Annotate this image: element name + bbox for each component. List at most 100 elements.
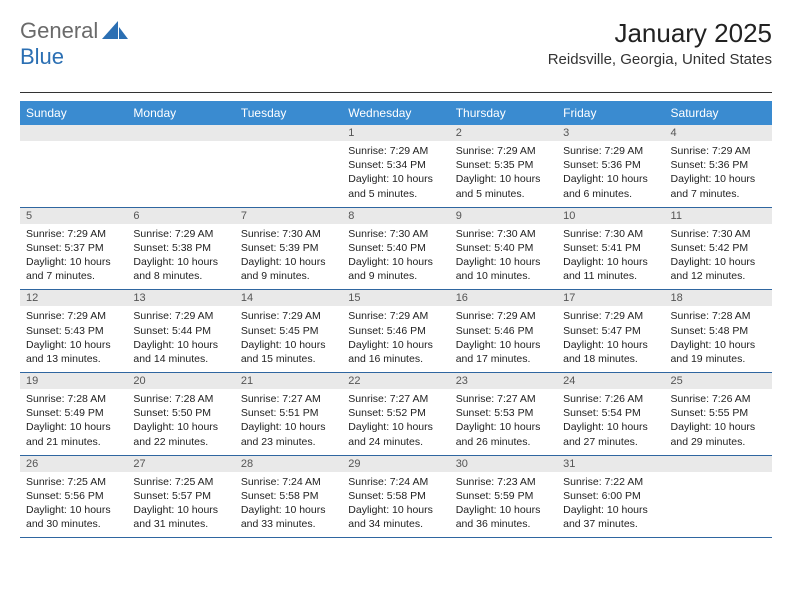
sunrise-text: Sunrise: 7:29 AM xyxy=(456,309,551,323)
day-info-cell: Sunrise: 7:29 AMSunset: 5:35 PMDaylight:… xyxy=(450,141,557,207)
sunrise-text: Sunrise: 7:28 AM xyxy=(671,309,766,323)
sunset-text: Sunset: 5:36 PM xyxy=(671,158,766,172)
sunset-text: Sunset: 5:45 PM xyxy=(241,324,336,338)
sunrise-text: Sunrise: 7:27 AM xyxy=(348,392,443,406)
weekday-row: SundayMondayTuesdayWednesdayThursdayFrid… xyxy=(20,101,772,125)
day-number-cell: 13 xyxy=(127,290,234,307)
info-row: Sunrise: 7:29 AMSunset: 5:34 PMDaylight:… xyxy=(20,141,772,207)
day-number-cell: 11 xyxy=(665,207,772,224)
sunset-text: Sunset: 5:49 PM xyxy=(26,406,121,420)
daylight-text-2: and 19 minutes. xyxy=(671,352,766,366)
daylight-text-2: and 22 minutes. xyxy=(133,435,228,449)
sunrise-text: Sunrise: 7:30 AM xyxy=(456,227,551,241)
daylight-text-2: and 12 minutes. xyxy=(671,269,766,283)
sunrise-text: Sunrise: 7:26 AM xyxy=(671,392,766,406)
sunset-text: Sunset: 6:00 PM xyxy=(563,489,658,503)
day-number-cell: 27 xyxy=(127,455,234,472)
daylight-text-1: Daylight: 10 hours xyxy=(563,338,658,352)
sunset-text: Sunset: 5:41 PM xyxy=(563,241,658,255)
day-number-cell: 3 xyxy=(557,125,664,141)
info-row: Sunrise: 7:25 AMSunset: 5:56 PMDaylight:… xyxy=(20,472,772,538)
sunrise-text: Sunrise: 7:29 AM xyxy=(348,144,443,158)
sunset-text: Sunset: 5:48 PM xyxy=(671,324,766,338)
day-info-cell: Sunrise: 7:29 AMSunset: 5:36 PMDaylight:… xyxy=(557,141,664,207)
daylight-text-1: Daylight: 10 hours xyxy=(671,172,766,186)
weekday-header: Thursday xyxy=(450,101,557,125)
daylight-text-1: Daylight: 10 hours xyxy=(26,503,121,517)
daylight-text-2: and 15 minutes. xyxy=(241,352,336,366)
daylight-text-2: and 7 minutes. xyxy=(671,187,766,201)
daylight-text-1: Daylight: 10 hours xyxy=(348,255,443,269)
daylight-text-2: and 5 minutes. xyxy=(348,187,443,201)
day-info-cell: Sunrise: 7:29 AMSunset: 5:44 PMDaylight:… xyxy=(127,306,234,372)
day-number-cell: 10 xyxy=(557,207,664,224)
daylight-text-1: Daylight: 10 hours xyxy=(456,420,551,434)
sunset-text: Sunset: 5:47 PM xyxy=(563,324,658,338)
sunset-text: Sunset: 5:58 PM xyxy=(241,489,336,503)
daylight-text-2: and 36 minutes. xyxy=(456,517,551,531)
sunrise-text: Sunrise: 7:30 AM xyxy=(348,227,443,241)
day-info-cell: Sunrise: 7:28 AMSunset: 5:48 PMDaylight:… xyxy=(665,306,772,372)
daylight-text-1: Daylight: 10 hours xyxy=(26,255,121,269)
day-info-cell: Sunrise: 7:29 AMSunset: 5:47 PMDaylight:… xyxy=(557,306,664,372)
day-number-cell: 12 xyxy=(20,290,127,307)
info-row: Sunrise: 7:28 AMSunset: 5:49 PMDaylight:… xyxy=(20,389,772,455)
sunrise-text: Sunrise: 7:29 AM xyxy=(563,144,658,158)
daynum-row: 1234 xyxy=(20,125,772,141)
daylight-text-1: Daylight: 10 hours xyxy=(241,503,336,517)
sunrise-text: Sunrise: 7:24 AM xyxy=(348,475,443,489)
sunset-text: Sunset: 5:55 PM xyxy=(671,406,766,420)
daylight-text-2: and 5 minutes. xyxy=(456,187,551,201)
calendar-table: SundayMondayTuesdayWednesdayThursdayFrid… xyxy=(20,101,772,538)
daylight-text-2: and 13 minutes. xyxy=(26,352,121,366)
daylight-text-2: and 24 minutes. xyxy=(348,435,443,449)
day-number-cell: 31 xyxy=(557,455,664,472)
day-number-cell: 8 xyxy=(342,207,449,224)
sunset-text: Sunset: 5:42 PM xyxy=(671,241,766,255)
day-info-cell: Sunrise: 7:28 AMSunset: 5:50 PMDaylight:… xyxy=(127,389,234,455)
daylight-text-2: and 8 minutes. xyxy=(133,269,228,283)
daylight-text-2: and 9 minutes. xyxy=(348,269,443,283)
sunrise-text: Sunrise: 7:29 AM xyxy=(241,309,336,323)
sunrise-text: Sunrise: 7:23 AM xyxy=(456,475,551,489)
day-info-cell: Sunrise: 7:29 AMSunset: 5:36 PMDaylight:… xyxy=(665,141,772,207)
day-info-cell: Sunrise: 7:29 AMSunset: 5:45 PMDaylight:… xyxy=(235,306,342,372)
sunset-text: Sunset: 5:57 PM xyxy=(133,489,228,503)
day-number-cell: 26 xyxy=(20,455,127,472)
daylight-text-2: and 30 minutes. xyxy=(26,517,121,531)
day-info-cell xyxy=(127,141,234,207)
day-info-cell: Sunrise: 7:26 AMSunset: 5:54 PMDaylight:… xyxy=(557,389,664,455)
daylight-text-1: Daylight: 10 hours xyxy=(456,338,551,352)
daylight-text-1: Daylight: 10 hours xyxy=(348,420,443,434)
daynum-row: 19202122232425 xyxy=(20,373,772,390)
day-number-cell: 20 xyxy=(127,373,234,390)
daylight-text-1: Daylight: 10 hours xyxy=(241,255,336,269)
brand-logo: General xyxy=(20,18,128,44)
daylight-text-2: and 18 minutes. xyxy=(563,352,658,366)
day-number-cell xyxy=(127,125,234,141)
day-number-cell: 19 xyxy=(20,373,127,390)
daylight-text-1: Daylight: 10 hours xyxy=(671,420,766,434)
sunrise-text: Sunrise: 7:30 AM xyxy=(563,227,658,241)
sunset-text: Sunset: 5:34 PM xyxy=(348,158,443,172)
daylight-text-1: Daylight: 10 hours xyxy=(241,338,336,352)
daylight-text-2: and 14 minutes. xyxy=(133,352,228,366)
sunrise-text: Sunrise: 7:29 AM xyxy=(133,309,228,323)
daynum-row: 567891011 xyxy=(20,207,772,224)
weekday-header: Friday xyxy=(557,101,664,125)
day-number-cell: 17 xyxy=(557,290,664,307)
sunset-text: Sunset: 5:39 PM xyxy=(241,241,336,255)
daylight-text-2: and 7 minutes. xyxy=(26,269,121,283)
day-info-cell: Sunrise: 7:28 AMSunset: 5:49 PMDaylight:… xyxy=(20,389,127,455)
daylight-text-2: and 11 minutes. xyxy=(563,269,658,283)
day-info-cell: Sunrise: 7:23 AMSunset: 5:59 PMDaylight:… xyxy=(450,472,557,538)
day-info-cell: Sunrise: 7:27 AMSunset: 5:52 PMDaylight:… xyxy=(342,389,449,455)
sunrise-text: Sunrise: 7:29 AM xyxy=(671,144,766,158)
daylight-text-2: and 16 minutes. xyxy=(348,352,443,366)
day-info-cell: Sunrise: 7:24 AMSunset: 5:58 PMDaylight:… xyxy=(235,472,342,538)
header-rule xyxy=(20,92,772,93)
sunrise-text: Sunrise: 7:29 AM xyxy=(26,309,121,323)
daylight-text-2: and 37 minutes. xyxy=(563,517,658,531)
sunset-text: Sunset: 5:36 PM xyxy=(563,158,658,172)
day-number-cell xyxy=(235,125,342,141)
